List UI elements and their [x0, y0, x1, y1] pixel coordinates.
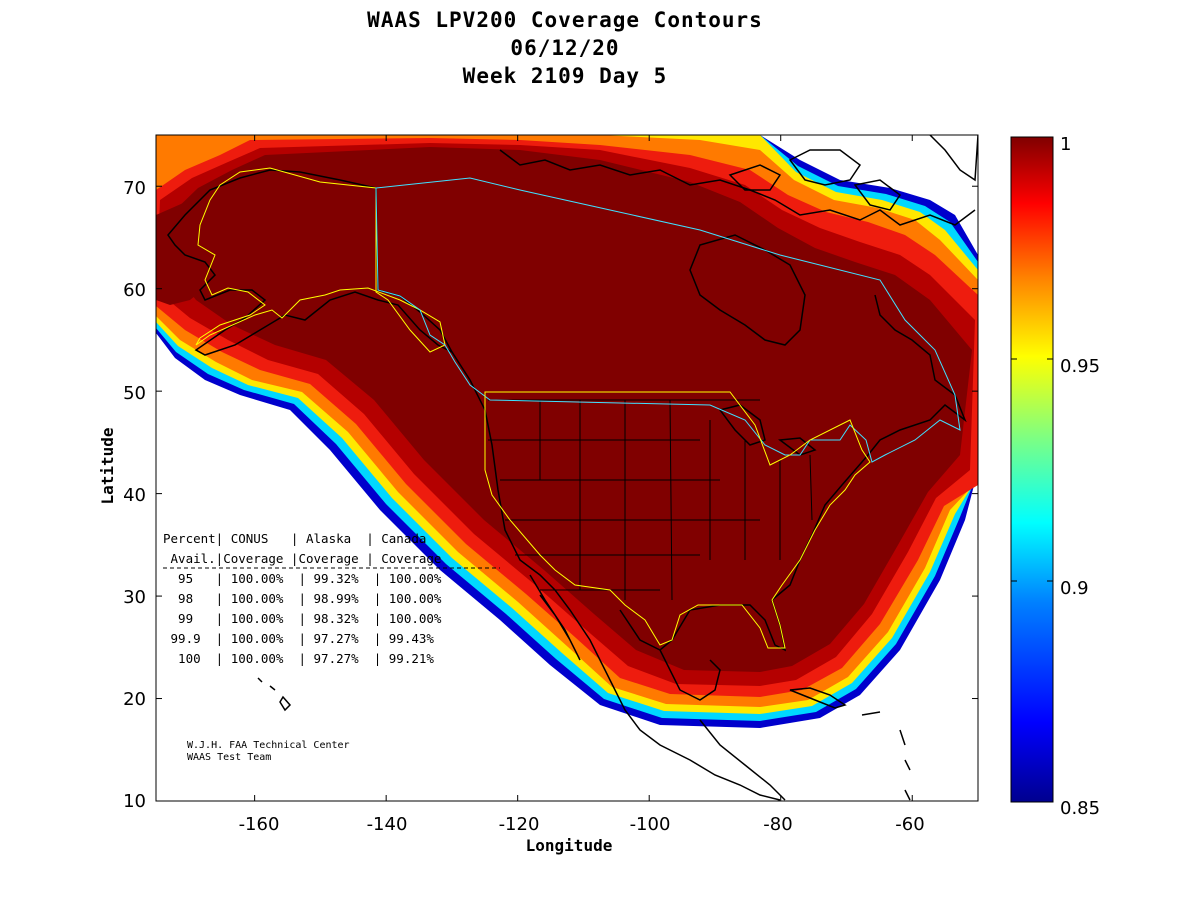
- region-boundaries: [195, 167, 961, 649]
- y-tick-label: 20: [123, 689, 146, 710]
- y-axis-label: Latitude: [98, 427, 117, 504]
- x-axis-tick-labels: -160 -140 -120 -100 -80 -60: [239, 814, 925, 835]
- colorbar-tick-label: 1: [1060, 134, 1071, 155]
- state-boundaries: [488, 399, 813, 601]
- coastline-cuba: [789, 687, 847, 709]
- coastline-alaska: [167, 169, 454, 356]
- coastline-central-america: [699, 719, 786, 801]
- y-tick-label: 70: [123, 178, 146, 199]
- coastline-hudson-bay: [689, 234, 806, 346]
- title-line-3: Week 2109 Day 5: [462, 64, 668, 88]
- coastline-caribbean: [861, 711, 911, 801]
- table-header-row-1: Percent| CONUS | Alaska | Canada: [163, 531, 426, 546]
- y-tick-label: 50: [123, 383, 146, 404]
- axis-ticks: [156, 135, 978, 802]
- coastline-greenland: [929, 135, 978, 182]
- coastline-baja: [529, 574, 581, 661]
- title-line-2: 06/12/20: [510, 36, 620, 60]
- y-tick-label: 10: [123, 791, 146, 812]
- plot-frame: [155, 134, 979, 802]
- x-tick-label: -100: [630, 814, 671, 835]
- title-line-1: WAAS LPV200 Coverage Contours: [367, 8, 763, 32]
- colorbar: [1010, 136, 1054, 803]
- colorbar-ticks: [1011, 358, 1053, 582]
- table-row: 99.9 | 100.00% | 97.27% | 99.43%: [163, 631, 434, 646]
- boundary-canada: [375, 177, 961, 463]
- boundary-conus: [484, 391, 871, 649]
- table-header-row-2: Avail.|Coverage |Coverage | Coverage: [163, 551, 441, 566]
- colorbar-tick-label: 0.85: [1060, 798, 1100, 819]
- colorbar-tick-label: 0.9: [1060, 578, 1089, 599]
- table-row: 95 | 100.00% | 99.32% | 100.00%: [163, 571, 442, 586]
- x-tick-label: -120: [499, 814, 540, 835]
- table-row: 98 | 100.00% | 98.99% | 100.00%: [163, 591, 442, 606]
- availability-table: Percent| CONUS | Alaska | Canada Avail.|…: [163, 531, 500, 666]
- y-tick-label: 60: [123, 280, 146, 301]
- coastline-hawaii: [257, 677, 292, 712]
- y-axis-tick-labels: 10 20 30 40 50 60 70: [123, 178, 146, 812]
- table-row: 100 | 100.00% | 97.27% | 99.21%: [163, 651, 434, 666]
- coastline-yucatan: [659, 649, 721, 701]
- coverage-contours: [156, 135, 978, 728]
- x-axis-label: Longitude: [526, 836, 613, 855]
- colorbar-tick-label: 0.95: [1060, 356, 1100, 377]
- contour-core-100: [165, 147, 972, 672]
- table-row: 99 | 100.00% | 98.32% | 100.00%: [163, 611, 442, 626]
- y-tick-label: 40: [123, 485, 146, 506]
- x-tick-label: -140: [367, 814, 408, 835]
- chart-title: WAAS LPV200 Coverage Contours 06/12/20 W…: [0, 6, 1130, 90]
- y-tick-label: 30: [123, 587, 146, 608]
- contour-alaska-west: [156, 180, 262, 305]
- coastlines: [167, 135, 978, 801]
- x-tick-label: -160: [239, 814, 280, 835]
- coastline-west: [451, 351, 781, 801]
- x-tick-label: -80: [763, 814, 792, 835]
- credit-line-1: W.J.H. FAA Technical Center: [187, 740, 350, 751]
- credit-line-2: WAAS Test Team: [187, 752, 271, 763]
- coastline-islands: [728, 149, 902, 211]
- x-tick-label: -60: [895, 814, 924, 835]
